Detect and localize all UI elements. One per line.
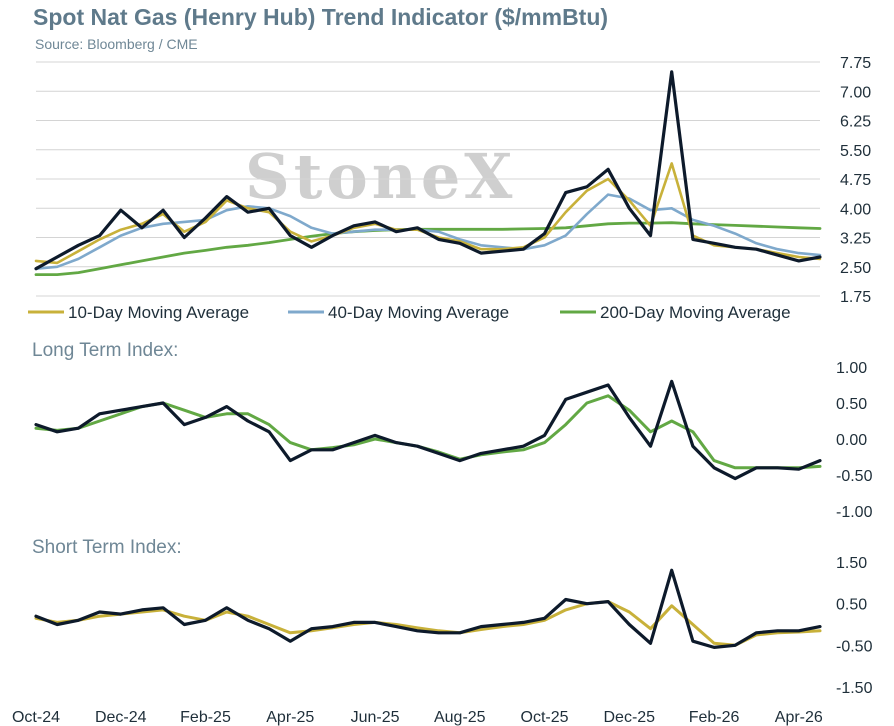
xtick-oct-24: Oct-24 (12, 709, 60, 726)
chart-title: Spot Nat Gas (Henry Hub) Trend Indicator… (33, 4, 609, 30)
long-term-panel-ytick-1-00: 1.00 (836, 360, 867, 377)
short-term-title: Short Term Index: (32, 537, 182, 558)
xtick-dec-24: Dec-24 (95, 709, 147, 726)
long-term-panel: 1.00 0.50 0.00 -0.50 -1.00 (34, 360, 873, 521)
price-panel-ytick-6-25: 6.25 (840, 114, 871, 131)
price-panel-ytick-4-00: 4.00 (840, 201, 871, 218)
series-long-term-index-fast (34, 379, 822, 481)
price-panel-ytick-3-25: 3.25 (840, 231, 871, 248)
legend-label-10-day-moving-average: 10-Day Moving Average (68, 303, 249, 322)
short-term-panel-ytick-1-50: 1.50 (836, 555, 867, 572)
xtick-feb-25: Feb-25 (180, 709, 231, 726)
xtick-jun-25: Jun-25 (351, 709, 400, 726)
xtick-feb-26: Feb-26 (689, 709, 740, 726)
price-panel-ytick-2-50: 2.50 (840, 260, 871, 277)
price-panel: 7.75 7.00 6.25 5.50 4.75 4.00 3.25 2.50 1.75 (34, 55, 871, 306)
xtick-dec-25: Dec-25 (604, 709, 656, 726)
xtick-aug-25: Aug-25 (434, 709, 486, 726)
xtick-apr-25: Apr-25 (266, 709, 314, 726)
x-axis-ticks: Oct-24 Dec-24 Feb-25 Apr-25 Jun-25 Aug-25 Oct-… (12, 709, 823, 726)
chart-source: Source: Bloomberg / CME (35, 36, 198, 52)
short-term-panel-ytick-0-50: -0.50 (836, 638, 873, 655)
price-panel-ytick-7-75: 7.75 (840, 55, 871, 72)
long-term-panel-ytick-0-50: 0.50 (836, 396, 867, 413)
price-panel-ytick-4-75: 4.75 (840, 172, 871, 189)
xtick-oct-25: Oct-25 (521, 709, 569, 726)
series-short-term-index-fast (34, 568, 822, 650)
long-term-title: Long Term Index: (32, 340, 178, 361)
short-term-panel: 1.50 0.50 -0.50 -1.50 (34, 555, 873, 697)
long-term-panel-ytick-0-00: 0.00 (836, 432, 867, 449)
price-gridlines (36, 61, 820, 297)
price-panel-ytick-5-50: 5.50 (840, 143, 871, 160)
price-panel-ytick-7-00: 7.00 (840, 84, 871, 101)
long-term-panel-ytick-0-50: -0.50 (836, 468, 873, 485)
short-term-panel-ytick-0-50: 0.50 (836, 597, 867, 614)
price-panel-ytick-1-75: 1.75 (840, 289, 871, 306)
price-legend: 10-Day Moving Average 40-Day Moving Avera… (28, 303, 791, 322)
series-spot (34, 70, 822, 271)
legend-label-200-day-moving-average: 200-Day Moving Average (600, 303, 791, 322)
legend-label-40-day-moving-average: 40-Day Moving Average (328, 303, 509, 322)
long-term-panel-ytick-1-00: -1.00 (836, 504, 873, 521)
short-term-panel-ytick-1-50: -1.50 (836, 680, 873, 697)
xtick-apr-26: Apr-26 (775, 709, 823, 726)
stonex-watermark: StoneX (245, 140, 516, 213)
